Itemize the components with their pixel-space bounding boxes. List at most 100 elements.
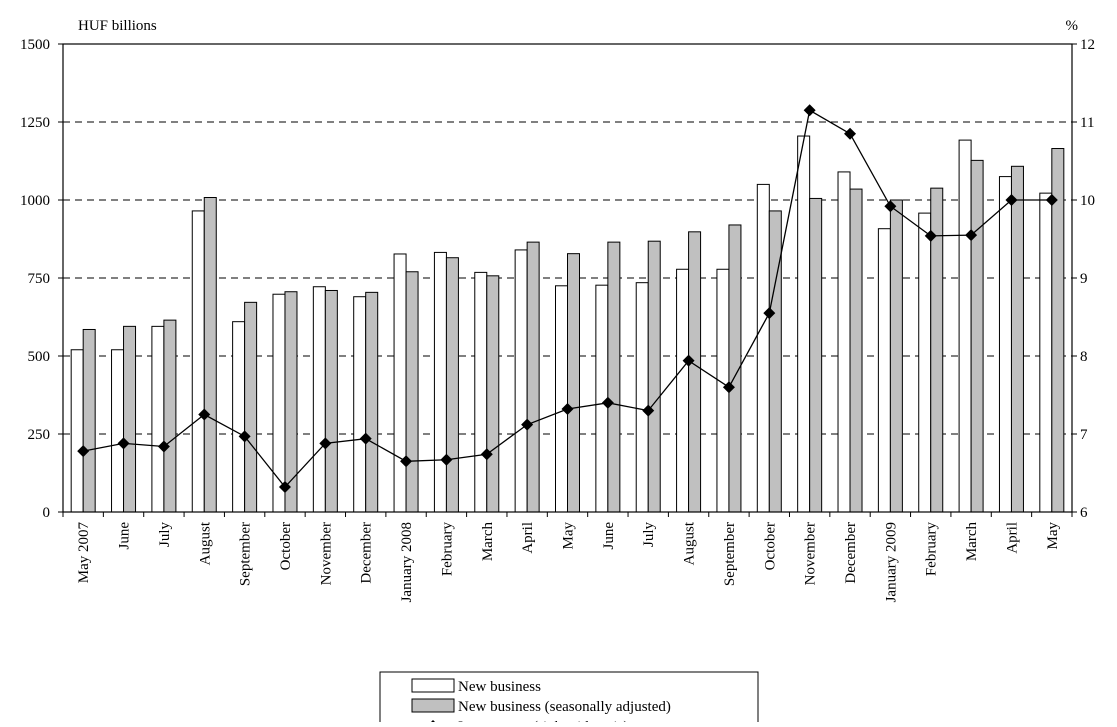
interest-rate-marker [682, 354, 695, 367]
bar-new-business [918, 212, 932, 513]
left-axis-unit: HUF billions [78, 18, 157, 34]
category-label: February [439, 522, 455, 577]
category-label: October [762, 522, 778, 570]
category-label: January 2009 [883, 522, 899, 602]
right-tick-label: 12 [1080, 37, 1095, 53]
bar-new-business-sa [889, 199, 903, 513]
bar-new-business-sa [163, 319, 177, 513]
left-tick-label: 1000 [20, 193, 50, 209]
bar-new-business [756, 183, 770, 513]
bar-new-business-sa [203, 197, 217, 513]
legend-swatch-new-business-sa [411, 698, 455, 713]
interest-rate-marker [440, 453, 453, 466]
interest-rate-marker [1045, 194, 1058, 206]
interest-rate-line [77, 104, 1058, 494]
interest-rate-marker [561, 403, 574, 416]
interest-rate-marker [924, 229, 937, 242]
category-label: April [520, 522, 536, 554]
right-tick-label: 11 [1080, 115, 1094, 131]
bar-new-business [595, 284, 609, 513]
bar-new-business-sa [567, 253, 580, 513]
category-label: June [601, 522, 617, 550]
interest-rate-marker [965, 229, 978, 242]
bar-new-business-sa [324, 289, 338, 513]
bar-new-business-sa [445, 257, 459, 513]
category-label: May 2007 [76, 522, 92, 584]
right-tick-label: 6 [1080, 505, 1088, 521]
interest-rate-marker [400, 455, 413, 468]
right-tick-label: 7 [1080, 427, 1088, 443]
bar-new-business [676, 268, 690, 513]
category-label: May [1045, 522, 1061, 550]
bar-new-business [312, 286, 326, 513]
bar-new-business [474, 271, 488, 513]
interest-rate-marker [278, 481, 291, 494]
axes [58, 43, 1077, 517]
right-axis-unit: % [1066, 18, 1079, 34]
category-label: August [197, 521, 213, 565]
bar-new-business-sa [1010, 165, 1024, 513]
bar-new-business-sa [365, 291, 379, 513]
bar-new-business [433, 251, 447, 513]
category-label: March [964, 522, 980, 562]
interest-rate-marker [77, 445, 90, 458]
bar-new-business-sa [82, 328, 96, 513]
category-label: November [318, 522, 334, 585]
interest-rate-marker [642, 404, 655, 417]
right-tick-label: 8 [1080, 349, 1088, 365]
interest-rate-marker [238, 430, 251, 443]
category-label: May [561, 522, 577, 550]
interest-rate-marker [117, 437, 130, 450]
bar-new-business-sa [284, 291, 298, 513]
bar-new-business [232, 321, 246, 513]
bar-new-business-sa [486, 275, 500, 513]
bar-new-business [877, 228, 891, 513]
right-tick-label: 10 [1080, 193, 1095, 209]
category-label: December [843, 522, 859, 584]
legend-label: New business [458, 679, 541, 695]
interest-rate-marker [803, 104, 816, 117]
bar-new-business-sa [526, 241, 540, 513]
bar-new-business [151, 325, 165, 513]
right-tick-label: 9 [1080, 271, 1088, 287]
category-label: June [117, 522, 133, 550]
bar-new-business [111, 349, 125, 513]
bar-new-business [635, 282, 649, 513]
bar-new-business [191, 210, 205, 513]
left-tick-label: 0 [43, 505, 51, 521]
left-tick-label: 1500 [20, 37, 50, 53]
left-tick-label: 500 [28, 349, 51, 365]
bar-new-business [958, 139, 972, 513]
category-label: December [359, 522, 375, 584]
interest-rate-marker [480, 448, 493, 461]
bar-new-business [555, 285, 568, 513]
bar-new-business [393, 253, 407, 513]
bar-new-business-sa [688, 231, 702, 513]
interest-rate-marker [521, 418, 534, 431]
interest-rate-marker [722, 381, 735, 394]
category-label: August [682, 521, 698, 565]
interest-rate-marker [601, 396, 614, 409]
category-label: April [1004, 522, 1020, 554]
category-label: January 2008 [399, 522, 415, 602]
interest-rate-marker [359, 432, 372, 445]
interest-rate-marker [157, 440, 170, 453]
interest-rate-marker [1005, 194, 1018, 206]
legend-swatch-new-business [411, 678, 455, 693]
bar-new-business [1039, 192, 1053, 513]
left-tick-label: 750 [28, 271, 51, 287]
bar-new-business [353, 296, 367, 513]
bar-new-business-sa [809, 197, 823, 513]
bar-new-business [797, 135, 811, 513]
bars [70, 135, 1065, 513]
bar-new-business-sa [244, 301, 258, 513]
legend: New business New business (seasonally adj… [379, 671, 759, 727]
category-label: March [480, 522, 496, 562]
interest-rate-marker [763, 307, 776, 320]
interest-rate-marker [884, 200, 897, 213]
bar-new-business [70, 349, 84, 513]
bar-new-business-sa [607, 241, 621, 513]
legend-label: New business (seasonally adjusted) [458, 699, 671, 715]
bar-new-business-sa [768, 210, 782, 513]
